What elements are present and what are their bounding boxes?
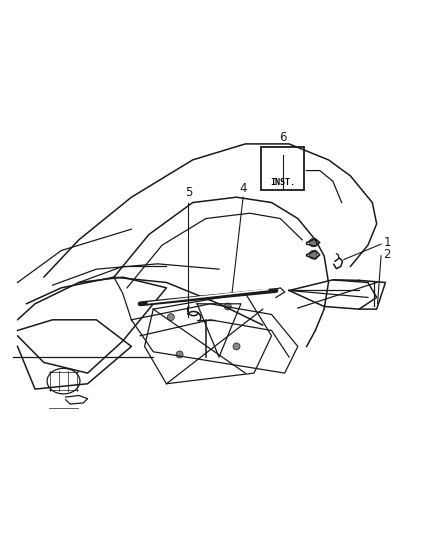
Ellipse shape xyxy=(309,238,317,247)
Text: 4: 4 xyxy=(239,182,247,195)
Text: 1: 1 xyxy=(383,236,391,249)
Text: 6: 6 xyxy=(279,131,286,144)
Text: 2: 2 xyxy=(383,248,391,261)
Text: INST.: INST. xyxy=(270,178,295,187)
Text: 5: 5 xyxy=(185,187,192,199)
Circle shape xyxy=(233,343,240,350)
Circle shape xyxy=(176,351,183,358)
Circle shape xyxy=(224,303,231,310)
Ellipse shape xyxy=(309,251,317,259)
Bar xyxy=(261,147,304,190)
Circle shape xyxy=(167,313,174,321)
